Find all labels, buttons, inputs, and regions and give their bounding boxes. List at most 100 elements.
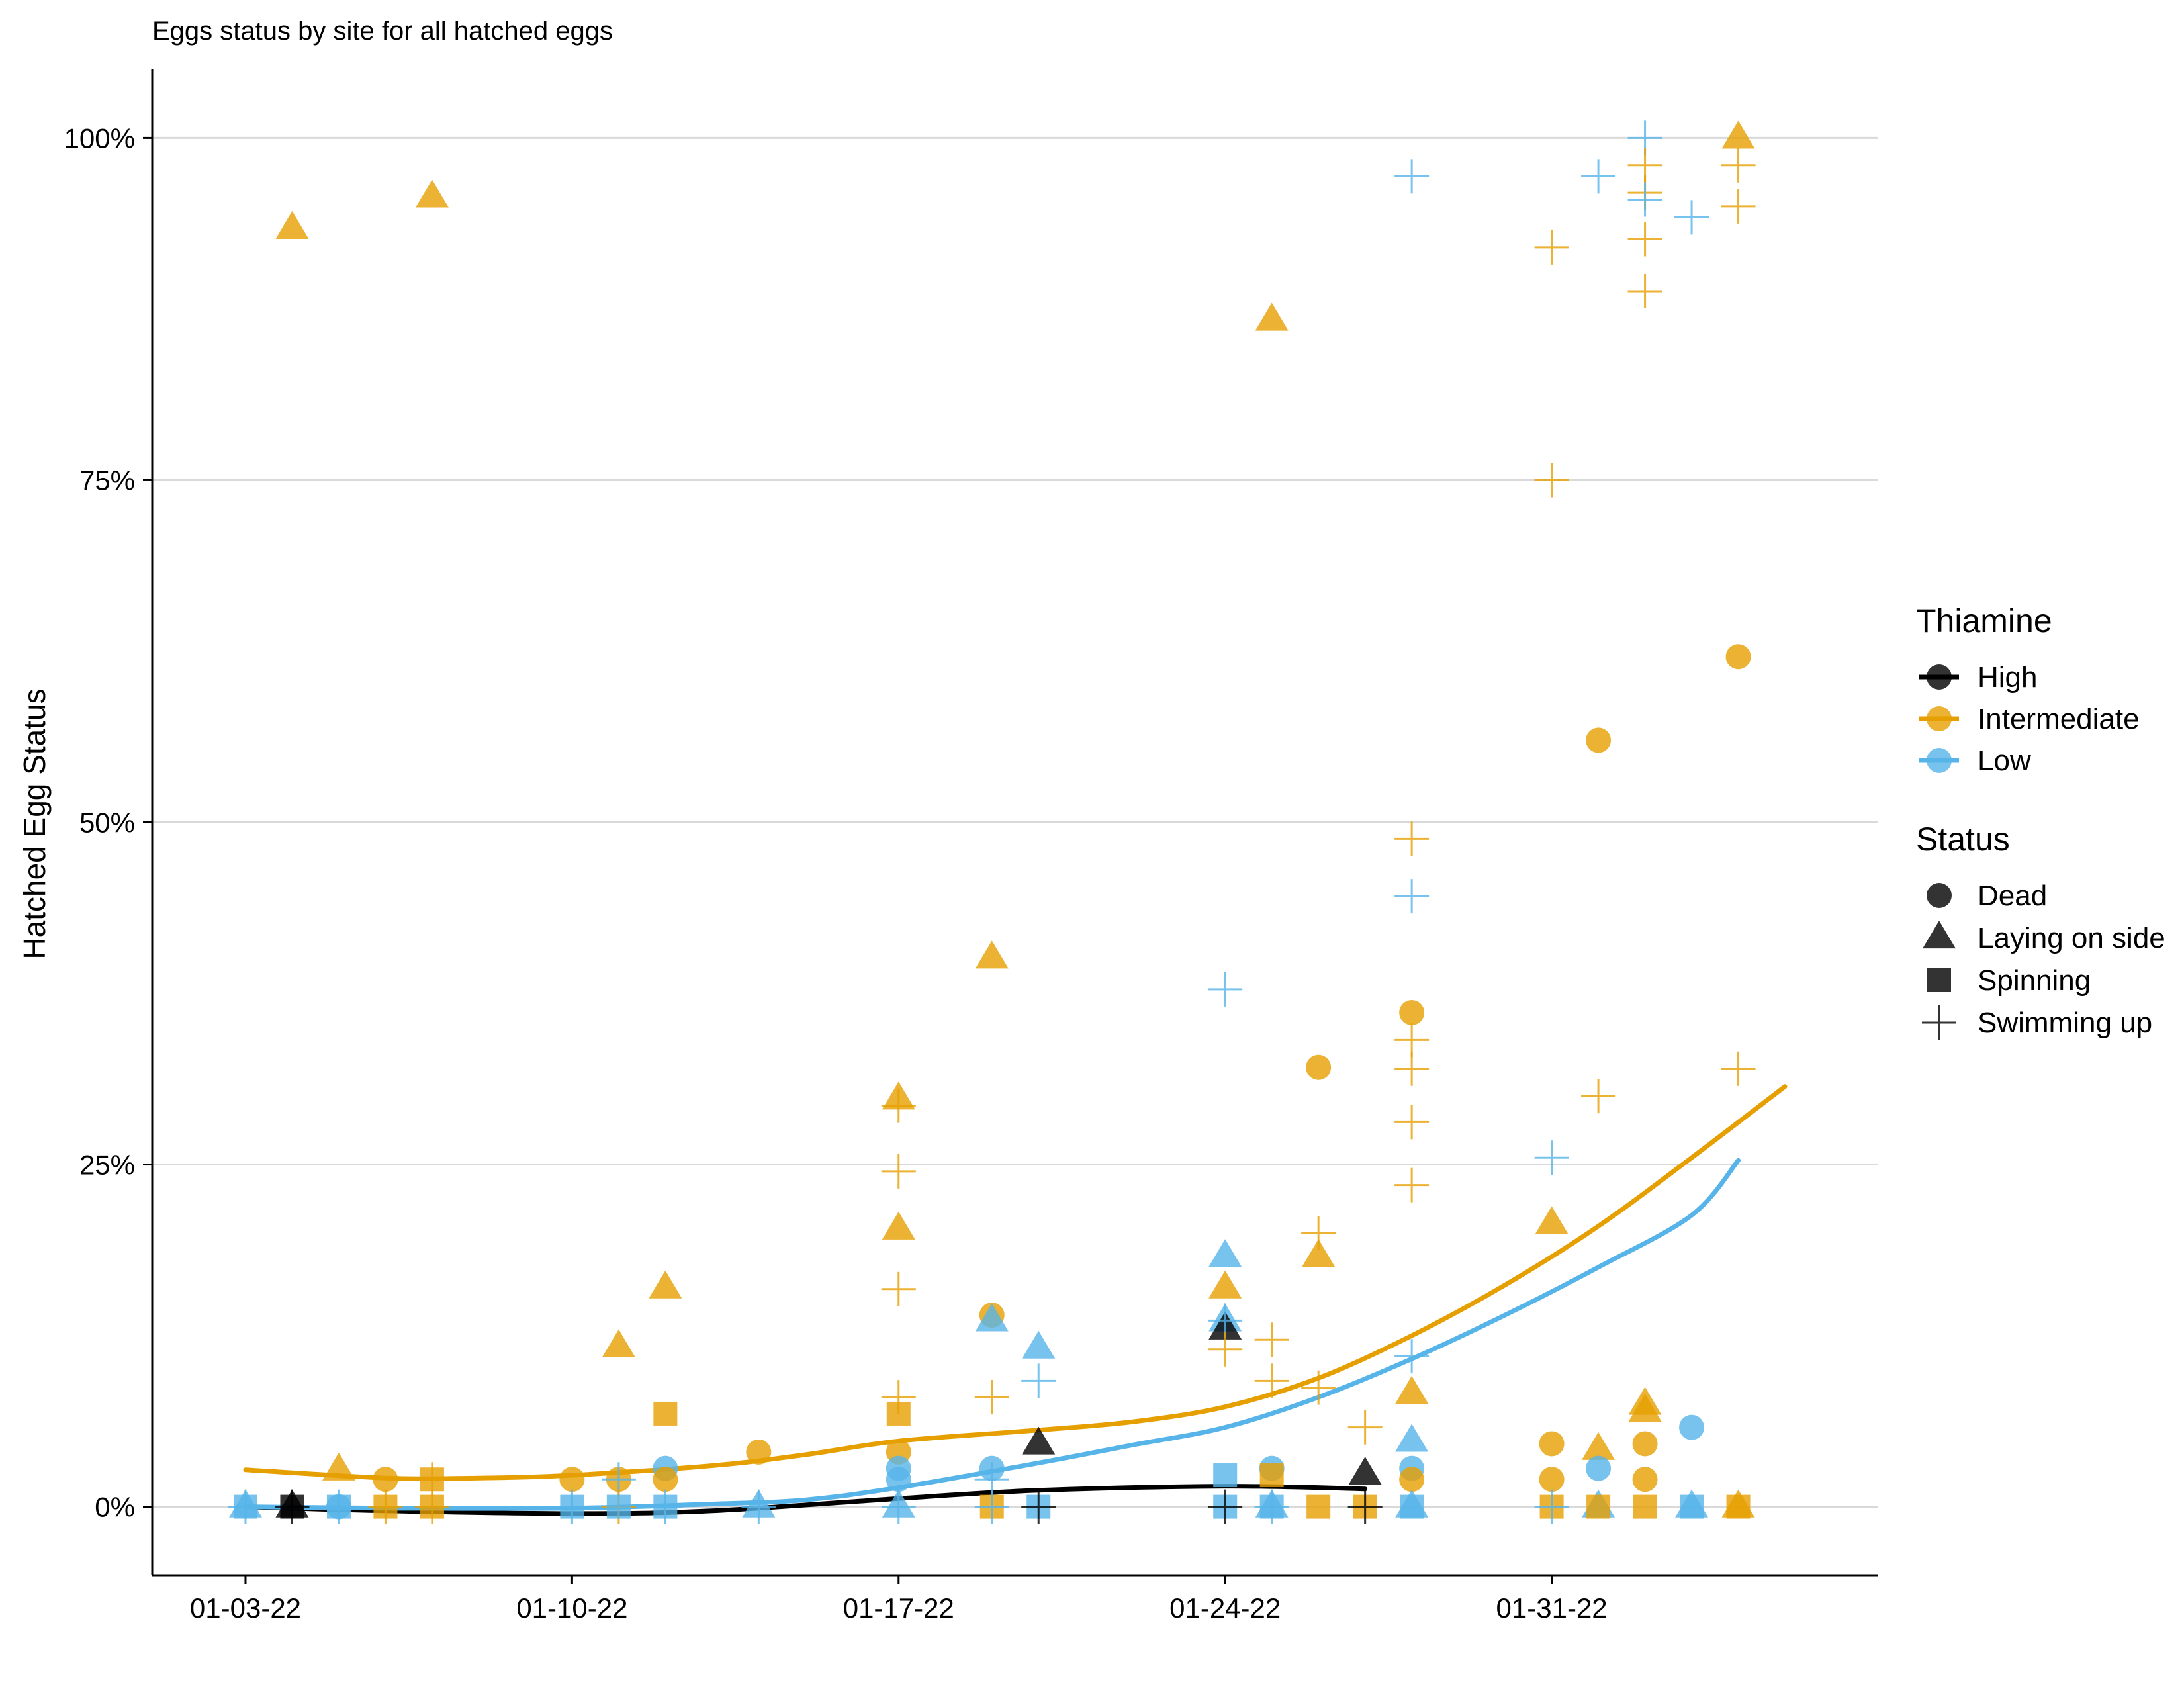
- point-intermediate-swimming-up: [881, 1154, 916, 1189]
- point-low-laying-on-side: [1208, 1239, 1242, 1267]
- point-intermediate-spinning: [1306, 1494, 1331, 1519]
- legend-thiamine-items: High Intermediate Low: [1919, 661, 2140, 777]
- point-intermediate-swimming-up: [1534, 463, 1569, 498]
- legend-label-high: High: [1978, 661, 2038, 694]
- y-axis-title: Hatched Egg Status: [17, 688, 52, 959]
- y-tick-label: 25%: [79, 1150, 135, 1181]
- point-intermediate-laying-on-side: [1535, 1206, 1569, 1234]
- point-low-swimming-up: [555, 1489, 590, 1524]
- point-low-laying-on-side: [975, 1303, 1009, 1332]
- legend-label-intermediate: Intermediate: [1978, 703, 2140, 735]
- y-axis-ticks: 0% 25% 50% 75% 100%: [64, 122, 152, 1523]
- legend-label-spinning: Spinning: [1978, 964, 2091, 997]
- legend-title-status: Status: [1916, 821, 2010, 858]
- point-intermediate-swimming-up: [1534, 230, 1569, 265]
- y-tick-label: 100%: [64, 122, 135, 154]
- legend-key-intermediate-marker: [1927, 706, 1952, 731]
- point-intermediate-swimming-up: [1627, 222, 1662, 257]
- point-high-swimming-up: [1347, 1489, 1383, 1524]
- point-low-swimming-up: [1394, 159, 1430, 194]
- legend-label-swimming-up: Swimming up: [1978, 1007, 2152, 1039]
- x-tick-label: 01-17-22: [843, 1592, 954, 1623]
- point-low-swimming-up: [1627, 182, 1662, 217]
- point-low-spinning: [606, 1494, 631, 1519]
- point-low-swimming-up: [1394, 879, 1430, 914]
- legend-key-swimming-up-marker: [1922, 1005, 1956, 1040]
- point-intermediate-dead: [1632, 1467, 1658, 1492]
- point-low-laying-on-side: [1022, 1330, 1056, 1359]
- point-intermediate-dead: [746, 1439, 772, 1465]
- point-intermediate-laying-on-side: [275, 210, 309, 240]
- legend-key-spinning-marker: [1927, 968, 1951, 992]
- point-intermediate-swimming-up: [1721, 1051, 1756, 1086]
- point-intermediate-swimming-up: [1347, 1410, 1383, 1445]
- point-intermediate-dead: [1306, 1054, 1332, 1080]
- point-intermediate-swimming-up: [1581, 1079, 1616, 1114]
- point-low-spinning: [1680, 1494, 1704, 1519]
- point-low-swimming-up: [1674, 200, 1709, 235]
- point-intermediate-swimming-up: [1627, 274, 1662, 309]
- point-intermediate-swimming-up: [1301, 1370, 1336, 1405]
- point-low-swimming-up: [1208, 1303, 1243, 1338]
- point-intermediate-laying-on-side: [322, 1452, 355, 1481]
- y-tick-label: 0%: [95, 1492, 135, 1523]
- point-intermediate-dead: [1586, 727, 1612, 753]
- point-intermediate-swimming-up: [881, 1271, 916, 1306]
- legend-key-low-marker: [1927, 748, 1952, 773]
- legend-label-low: Low: [1978, 745, 2031, 777]
- point-intermediate-dead: [1539, 1431, 1565, 1457]
- legend-key-laying-on-side-marker: [1923, 921, 1956, 949]
- point-low-spinning: [1400, 1494, 1424, 1519]
- point-low-swimming-up: [1534, 1489, 1569, 1524]
- point-intermediate-swimming-up: [974, 1380, 1009, 1415]
- legend-label-dead: Dead: [1978, 880, 2047, 912]
- chart-subtitle: Eggs status by site for all hatched eggs: [152, 17, 613, 46]
- point-intermediate-swimming-up: [1254, 1322, 1289, 1357]
- point-intermediate-dead: [1539, 1467, 1565, 1492]
- point-intermediate-spinning: [886, 1401, 911, 1426]
- point-low-swimming-up: [228, 1489, 263, 1524]
- legend-status-items: Dead Laying on side Spinning Swimming up: [1922, 880, 2165, 1040]
- point-intermediate-laying-on-side: [1208, 1270, 1242, 1299]
- point-intermediate-spinning: [1726, 1494, 1751, 1519]
- point-intermediate-swimming-up: [1208, 1332, 1243, 1367]
- point-low-dead: [1586, 1455, 1612, 1481]
- point-intermediate-laying-on-side: [602, 1329, 635, 1357]
- legend: Thiamine High Intermediate Low Status Dead…: [1916, 602, 2165, 1040]
- point-low-swimming-up: [1394, 1339, 1430, 1374]
- point-low-swimming-up: [1581, 159, 1616, 194]
- point-intermediate-swimming-up: [1394, 1167, 1430, 1203]
- point-intermediate-spinning: [1633, 1494, 1657, 1519]
- point-high-swimming-up: [1021, 1489, 1056, 1524]
- point-intermediate-laying-on-side: [1582, 1432, 1615, 1460]
- point-intermediate-laying-on-side: [649, 1270, 682, 1299]
- legend-key-dead-marker: [1927, 883, 1952, 908]
- y-tick-label: 50%: [79, 807, 135, 839]
- point-intermediate-laying-on-side: [1721, 120, 1755, 149]
- trend-line-high: [243, 1484, 1368, 1516]
- point-intermediate-swimming-up: [1254, 1363, 1289, 1398]
- point-low-swimming-up: [321, 1489, 356, 1524]
- point-intermediate-spinning: [1586, 1494, 1611, 1519]
- point-intermediate-dead: [1399, 1467, 1425, 1492]
- point-intermediate-laying-on-side: [1255, 302, 1289, 331]
- y-tick-label: 75%: [79, 465, 135, 496]
- legend-key-high-marker: [1927, 664, 1952, 690]
- point-low-swimming-up: [741, 1489, 776, 1524]
- point-intermediate-swimming-up: [1721, 148, 1756, 183]
- legend-label-laying-on-side: Laying on side: [1978, 922, 2165, 954]
- point-high-laying-on-side: [1022, 1426, 1056, 1455]
- point-high-swimming-up: [275, 1489, 310, 1524]
- x-tick-label: 01-03-22: [190, 1592, 301, 1623]
- point-intermediate-laying-on-side: [1628, 1393, 1662, 1422]
- point-intermediate-laying-on-side: [975, 940, 1009, 969]
- point-intermediate-dead: [559, 1467, 585, 1492]
- point-intermediate-dead: [1725, 644, 1751, 670]
- point-intermediate-laying-on-side: [415, 179, 449, 208]
- data-points: [228, 120, 1756, 1524]
- x-tick-label: 01-31-22: [1496, 1592, 1608, 1623]
- point-low-swimming-up: [1208, 972, 1243, 1007]
- x-tick-label: 01-24-22: [1169, 1592, 1281, 1623]
